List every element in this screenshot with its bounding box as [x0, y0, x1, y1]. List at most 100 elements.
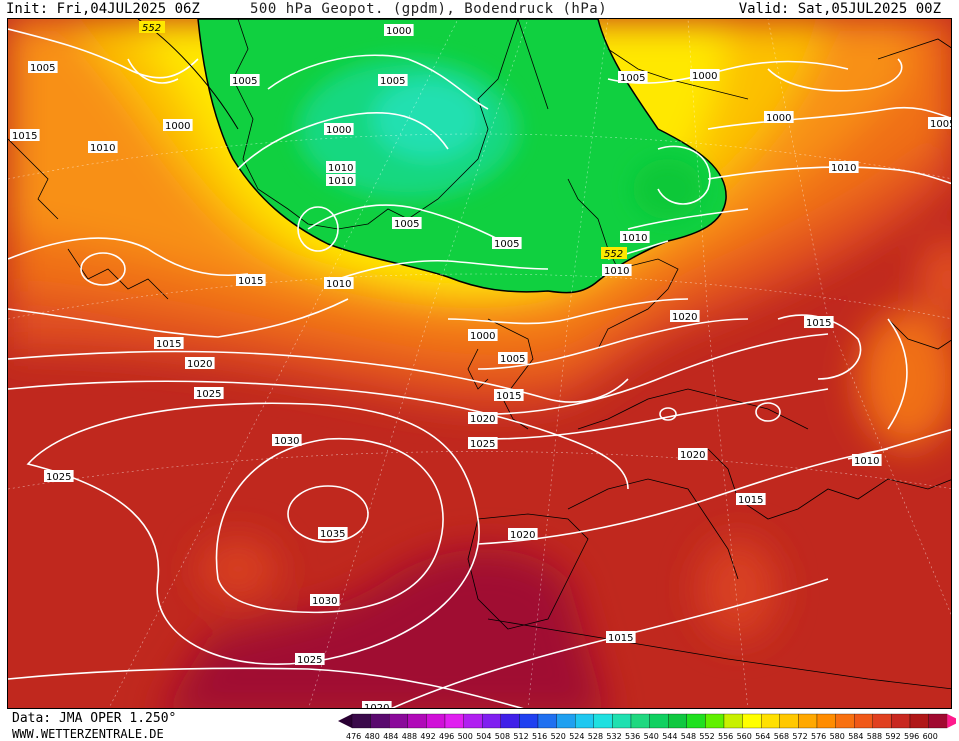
- scale-swatch: [482, 713, 501, 729]
- scale-swatch: [891, 713, 911, 729]
- scale-tick-label: 536: [625, 732, 640, 740]
- isobar-label-bg: [498, 352, 528, 364]
- color-scale-legend: 476 480 484 488 492 496 500 504 508 512 516 520 524 5…: [338, 713, 956, 740]
- isobar-label: 1000: [470, 331, 495, 342]
- scale-tick-label: 508: [495, 732, 510, 740]
- isobar-label-bg: [194, 387, 224, 399]
- isobar-label: 1000: [386, 26, 411, 37]
- isobar-label-bg: [318, 527, 348, 539]
- scale-swatch: [816, 713, 836, 729]
- scale-swatch: [686, 713, 706, 729]
- isobar-label: 1025: [196, 389, 221, 400]
- scale-swatch: [705, 713, 725, 729]
- scale-tick-label: 500: [458, 732, 473, 740]
- scale-swatch: [668, 713, 687, 729]
- isobar-label: 1010: [622, 233, 647, 244]
- isobar-label: 1020: [510, 530, 535, 541]
- isobar-label: 1035: [320, 529, 345, 540]
- isobar-label: 1015: [738, 495, 763, 506]
- coastlines: [8, 19, 951, 690]
- isobar-label-bg: [602, 264, 632, 276]
- isobar-label-bg: [736, 493, 766, 505]
- isobar-label: 1005: [232, 76, 257, 87]
- isobar-label-bg: [154, 337, 184, 349]
- isobar-label-bg: [494, 389, 524, 401]
- isobar-label-bg: [468, 412, 498, 424]
- scale-tick-label: 568: [774, 732, 789, 740]
- isobar-label-bg: [764, 111, 794, 123]
- footer: Data: JMA OPER 1.250° WWW.WETTERZENTRALE…: [0, 710, 959, 741]
- isobar-label: 1000: [766, 113, 791, 124]
- isobar-label: 1000: [692, 71, 717, 82]
- scale-swatch: [742, 713, 762, 729]
- isobar-label-bg: [804, 316, 834, 328]
- isobar-label-bg: [88, 141, 118, 153]
- valid-time: Valid: Sat,05JUL2025 00Z: [738, 1, 941, 17]
- scale-left-arrow: [338, 714, 352, 728]
- isobar-label-bg: [468, 329, 498, 341]
- geopotential-label-1: 552: [142, 23, 161, 34]
- isobar-label-bg: [326, 161, 356, 173]
- scale-tick-label: 560: [737, 732, 752, 740]
- isobar-label: 1015: [156, 339, 181, 350]
- isobar-label-bg: [678, 448, 708, 460]
- scale-tick-label: 496: [439, 732, 454, 740]
- isobar-label-bg: [606, 631, 636, 643]
- scale-swatch: [351, 713, 371, 729]
- scale-tick-label: 520: [551, 732, 566, 740]
- scale-swatch: [779, 713, 799, 729]
- scale-swatch: [407, 713, 427, 729]
- init-time: Init: Fri,04JUL2025 06Z: [6, 1, 200, 17]
- isobar-label-bg: [508, 528, 538, 540]
- isobar-label: 1010: [328, 163, 353, 174]
- isobar-label: 1025: [297, 655, 322, 666]
- scale-swatch: [854, 713, 873, 729]
- geopotential-label-2-bg: [601, 247, 627, 259]
- scale-tick-label: 492: [420, 732, 435, 740]
- isobar-label-bg: [670, 310, 700, 322]
- isobar-label: 1020: [672, 312, 697, 323]
- isobar-label-bg: [310, 594, 340, 606]
- scale-tick-label: 548: [681, 732, 696, 740]
- scale-tick-label: 556: [718, 732, 733, 740]
- isobar-label-bg: [690, 69, 720, 81]
- isobar-label-bg: [492, 237, 522, 249]
- scale-right-arrow: [947, 714, 956, 728]
- isobar-label: 1000: [326, 125, 351, 136]
- scale-swatch: [723, 713, 743, 729]
- scale-swatch: [630, 713, 650, 729]
- scale-swatch: [612, 713, 632, 729]
- scale-swatch: [649, 713, 669, 729]
- scale-tick-label: 524: [569, 732, 584, 740]
- scale-tick-label: 600: [923, 732, 938, 740]
- scale-tick-label: 532: [606, 732, 621, 740]
- isobar-label: 1010: [854, 456, 879, 467]
- isobar-labels: 1000 1005 1005 1005 1000 1015 1010 1000 1000 1005…: [10, 24, 951, 708]
- scale-swatch: [426, 713, 446, 729]
- scale-swatch: [389, 713, 408, 729]
- scale-tick-label: 480: [365, 732, 380, 740]
- isobar-label-bg: [384, 24, 414, 36]
- scale-tick-label: 540: [644, 732, 659, 740]
- scale-swatch: [575, 713, 594, 729]
- isobar-label: 1020: [470, 414, 495, 425]
- scale-swatch: [798, 713, 818, 729]
- scale-tick-label: 504: [476, 732, 491, 740]
- isobar-label-bg: [28, 61, 58, 73]
- isobar-label: 1030: [312, 596, 337, 607]
- scale-tick-label: 528: [588, 732, 603, 740]
- isobar-label-bg: [829, 161, 859, 173]
- scale-tick-label: 580: [830, 732, 845, 740]
- scale-tick-label: 484: [383, 732, 398, 740]
- scale-swatch: [463, 713, 483, 729]
- scale-tick-label: 592: [885, 732, 900, 740]
- isobar-label: 1010: [90, 143, 115, 154]
- isobar-label: 1005: [500, 354, 525, 365]
- scale-swatch: [761, 713, 780, 729]
- scale-swatch: [593, 713, 613, 729]
- isobar-label: 1025: [46, 472, 71, 483]
- geopotential-label-1-bg: [139, 21, 165, 33]
- website-credit: WWW.WETTERZENTRALE.DE: [12, 727, 164, 741]
- scale-swatch: [500, 713, 520, 729]
